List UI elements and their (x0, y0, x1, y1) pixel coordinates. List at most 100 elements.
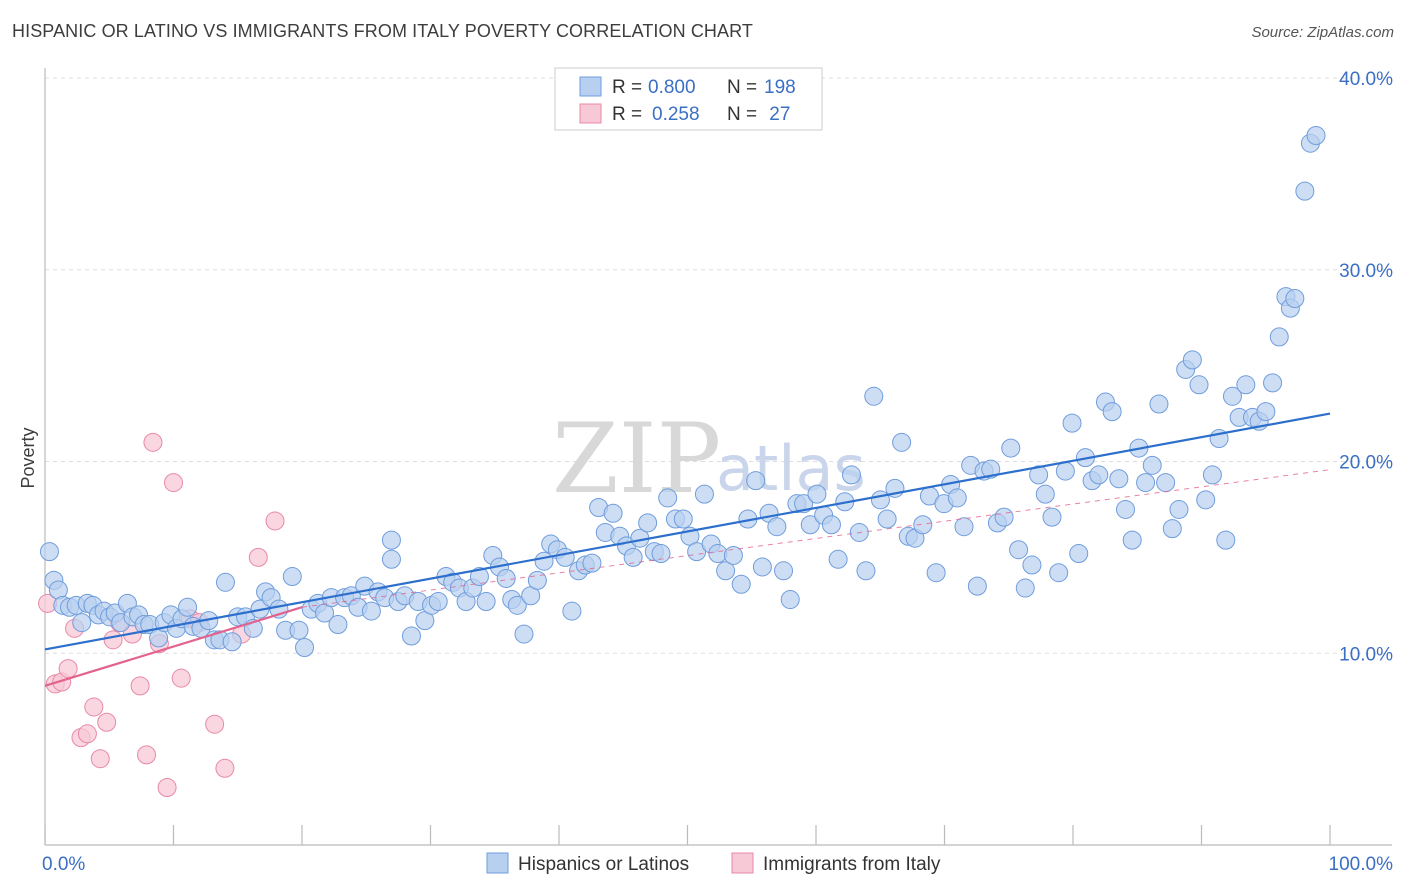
data-point-hispanic (1216, 530, 1236, 550)
legend-r-label-2: R = (612, 104, 642, 125)
data-point-hispanic (794, 494, 814, 514)
data-point-hispanic (926, 563, 946, 583)
bottom-legend: Hispanics or Latinos Immigrants from Ita… (486, 852, 941, 875)
data-point-hispanic (807, 484, 827, 504)
data-point-hispanic (1196, 490, 1216, 510)
data-point-hispanic (1122, 530, 1142, 550)
data-point-hispanic (1015, 578, 1035, 598)
data-point-hispanic (694, 484, 714, 504)
data-point-hispanic (800, 515, 820, 535)
data-point-hispanic (562, 601, 582, 621)
data-point-hispanic (870, 490, 890, 510)
bottom-legend-label-hispanics: Hispanics or Latinos (518, 854, 689, 875)
data-point-italy (130, 676, 150, 696)
data-point-hispanic (1189, 375, 1209, 395)
data-point-hispanic (1029, 465, 1049, 485)
legend-n-label-2: N = (727, 104, 757, 125)
y-tick-label: 30.0% (1339, 261, 1393, 282)
data-point-italy (205, 714, 225, 734)
data-point-hispanic (328, 614, 348, 634)
trend-line-italy (44, 606, 303, 687)
watermark-atlas: atlas (716, 432, 866, 505)
chart-title: HISPANIC OR LATINO VS IMMIGRANTS FROM IT… (12, 21, 754, 41)
data-point-hispanic (767, 517, 787, 537)
data-point-hispanic (752, 557, 772, 577)
trend-line-hispanics (44, 412, 1331, 651)
data-point-italy (157, 777, 177, 797)
legend-r-label-1: R = (612, 77, 642, 98)
data-point-hispanic (582, 553, 602, 573)
data-point-hispanic (178, 597, 198, 617)
data-point-hispanic (1256, 402, 1276, 422)
data-point-hispanic (361, 601, 381, 621)
data-point-hispanic (1136, 473, 1156, 493)
data-point-hispanic (746, 471, 766, 491)
data-point-italy (77, 724, 97, 744)
data-point-hispanic (295, 637, 315, 657)
legend-n-label-1: N = (727, 77, 757, 98)
data-point-hispanic (1156, 473, 1176, 493)
legend-swatch-blue (579, 76, 602, 97)
y-tick-labels: 10.0% 20.0% 30.0% 40.0% (1339, 69, 1393, 665)
data-point-hispanic (1116, 499, 1136, 519)
data-point-hispanic (1295, 181, 1315, 201)
data-point-hispanic (1069, 544, 1089, 564)
data-point-hispanic (1285, 289, 1305, 309)
data-point-hispanic (1042, 507, 1062, 527)
data-point-italy (164, 473, 183, 493)
data-point-hispanic (381, 549, 401, 569)
data-point-italy (58, 659, 78, 679)
data-point-italy (103, 630, 123, 650)
data-point-hispanic (994, 507, 1014, 527)
data-point-hispanic (947, 488, 967, 508)
watermark-zip: ZIP (552, 403, 721, 515)
data-point-hispanic (716, 561, 736, 581)
data-point-hispanic (1055, 461, 1075, 481)
data-point-hispanic (527, 570, 547, 590)
data-point-hispanic (1263, 373, 1283, 393)
data-point-hispanic (1222, 386, 1242, 406)
legend-n-value-1: 198 (764, 77, 796, 98)
data-point-italy (215, 758, 235, 778)
data-point-hispanic (877, 509, 897, 529)
series-hispanics-or-latinos (39, 126, 1326, 657)
data-point-hispanic (638, 513, 658, 533)
data-point-italy (137, 745, 157, 765)
data-point-hispanic (828, 549, 848, 569)
data-point-hispanic (1109, 469, 1129, 489)
trend-line-italy-extrapolated (301, 469, 1331, 608)
data-point-hispanic (39, 542, 59, 562)
data-point-hispanic (780, 590, 800, 610)
chart-source: Source: ZipAtlas.com (1251, 24, 1394, 41)
y-tick-label: 40.0% (1339, 69, 1393, 90)
data-point-italy (143, 432, 163, 452)
data-point-hispanic (1022, 555, 1042, 575)
data-point-hispanic (514, 624, 534, 644)
data-point-hispanic (651, 544, 671, 564)
data-point-hispanic (1089, 465, 1109, 485)
data-point-hispanic (1009, 540, 1029, 560)
data-point-hispanic (496, 568, 516, 588)
data-point-hispanic (821, 515, 841, 535)
data-point-hispanic (841, 465, 861, 485)
data-point-italy (248, 547, 268, 567)
data-point-hispanic (658, 488, 678, 508)
legend-n-value-2: 27 (764, 104, 790, 125)
legend-r-value-1: 0.800 (648, 77, 696, 98)
data-point-hispanic (289, 620, 309, 640)
x-tick-label-min: 0.0% (42, 854, 85, 875)
legend: R = 0.800 N = 198 R = 0.258 N = 27 (554, 67, 823, 131)
data-point-hispanic (1202, 465, 1222, 485)
data-point-hispanic (673, 509, 693, 529)
data-point-hispanic (1149, 394, 1169, 414)
data-point-hispanic (864, 386, 884, 406)
data-point-hispanic (476, 591, 496, 611)
data-point-hispanic (723, 545, 743, 565)
data-point-hispanic (1236, 375, 1256, 395)
data-point-hispanic (856, 561, 876, 581)
legend-swatch-pink (579, 103, 602, 124)
data-point-italy (171, 668, 191, 688)
y-axis-label: Poverty (18, 427, 38, 488)
data-point-hispanic (1001, 438, 1021, 458)
data-point-hispanic (381, 530, 401, 550)
